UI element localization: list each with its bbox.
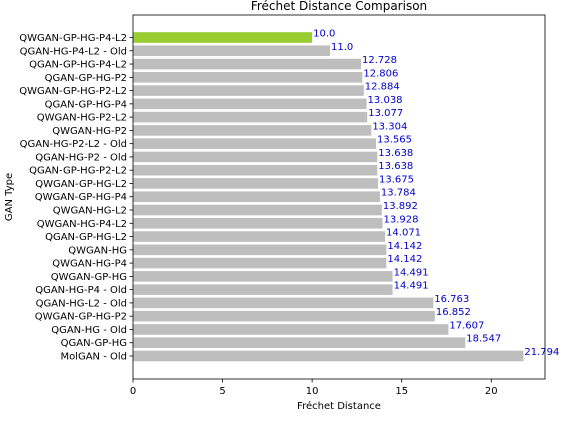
y-tick-label: QGAN-GP-HG [61,338,127,349]
x-tick-label: 15 [395,386,408,397]
bar [133,310,435,322]
y-tick-label: QGAN-GP-HG-L2 [45,232,127,243]
bar-value-label: 14.071 [386,228,421,239]
bar [133,244,387,256]
value-labels-group: 10.0 11.0 12.728 12.806 12.884 13.038 13.077 13… [313,29,559,358]
bars-group [133,32,524,362]
x-tick-label: 20 [485,386,498,397]
bar-value-label: 16.852 [436,307,471,318]
bar [133,72,363,83]
bar [133,111,368,123]
y-tick-label: QGAN-HG-L2 - Old [36,298,127,309]
y-tick-label: QWGAN-GP-HG-P2-L2 [19,86,127,97]
bar [133,231,386,242]
bar [133,217,383,229]
x-tick-label: 5 [219,386,225,397]
bar-value-label: 14.142 [387,241,422,252]
y-tick-label: QWGAN-GP-HG-P4 [35,192,127,203]
bar [133,32,313,43]
bar-value-label: 13.638 [378,161,413,172]
y-tick-label: QGAN-HG-P4 - Old [35,285,127,296]
bar-value-label: 14.142 [387,254,422,265]
y-tick-label: QGAN-GP-HG-P4-L2 [29,60,127,71]
y-tick-label: QGAN-GP-HG-P4 [45,99,127,110]
bar-value-label: 17.607 [449,320,484,331]
x-tick-label: 10 [306,386,319,397]
y-tick-label: QGAN-HG-P2 - Old [35,152,127,163]
y-tick-label: QWGAN-GP-HG-P4-L2 [19,33,127,44]
y-tick-label: QWGAN-HG-L2 [53,206,127,217]
y-axis: QWGAN-GP-HG-P4-L2 QGAN-HG-P4-L2 - Old QGAN… [19,33,133,362]
bar-value-label: 13.038 [368,95,403,106]
x-axis-title: Fréchet Distance [297,400,381,412]
bar [133,45,331,57]
y-tick-label: QWGAN-HG [68,245,127,256]
bar [133,350,524,362]
y-tick-label: QWGAN-GP-HG [51,272,127,283]
y-tick-label: QWGAN-GP-HG-P2 [35,312,127,323]
bar [133,85,364,96]
bar-value-label: 13.928 [383,214,418,225]
x-tick-label: 0 [130,386,136,397]
bar-value-label: 14.491 [394,281,429,292]
bar-value-label: 13.304 [372,121,407,132]
bar [133,164,378,176]
bar-value-label: 12.884 [365,82,400,93]
bar-value-label: 13.638 [378,148,413,159]
y-tick-label: QGAN-HG-P4-L2 - Old [20,46,127,57]
y-tick-label: QGAN-GP-HG-P2-L2 [29,166,127,177]
bar [133,257,387,269]
bar [133,324,449,335]
bar-value-label: 13.675 [379,174,414,185]
y-tick-label: QGAN-HG - Old [51,325,127,336]
y-axis-title: GAN Type [4,173,15,221]
bar [133,125,372,136]
bar-value-label: 10.0 [313,29,335,40]
bar-value-label: 12.728 [362,55,397,66]
y-tick-label: QWGAN-HG-P2-L2 [37,113,127,124]
bar [133,271,393,282]
chart-title: Fréchet Distance Comparison [251,0,427,13]
bar-value-label: 11.0 [331,42,353,53]
bar [133,98,367,110]
bar [133,58,361,70]
bar [133,151,378,163]
bar [133,191,380,203]
y-tick-label: QWGAN-HG-P4 [52,259,127,270]
bar [133,284,393,295]
y-tick-label: QWGAN-GP-HG-L2 [35,179,127,190]
bar [133,204,382,216]
y-tick-label: QGAN-GP-HG-P2 [45,73,127,84]
bar-value-label: 12.806 [363,68,398,79]
bar-value-label: 21.794 [524,347,559,358]
y-tick-label: QWGAN-HG-P4-L2 [37,219,127,230]
bar-value-label: 13.565 [377,135,412,146]
bar [133,297,434,309]
bar-value-label: 18.547 [466,334,501,345]
bar-value-label: 16.763 [434,294,469,305]
plot-frame [132,14,546,380]
bar [133,178,378,189]
bar [133,138,376,149]
bar [133,337,466,349]
bar-value-label: 13.784 [381,188,416,199]
bar-value-label: 13.892 [383,201,418,212]
bar-value-label: 14.491 [394,267,429,278]
y-tick-label: QWGAN-HG-P2 [52,126,127,137]
y-tick-label: QGAN-HG-P2-L2 - Old [20,139,127,150]
y-tick-label: MolGAN - Old [60,351,127,362]
x-axis: 0 5 10 15 20 [130,379,498,397]
bar-value-label: 13.077 [368,108,403,119]
